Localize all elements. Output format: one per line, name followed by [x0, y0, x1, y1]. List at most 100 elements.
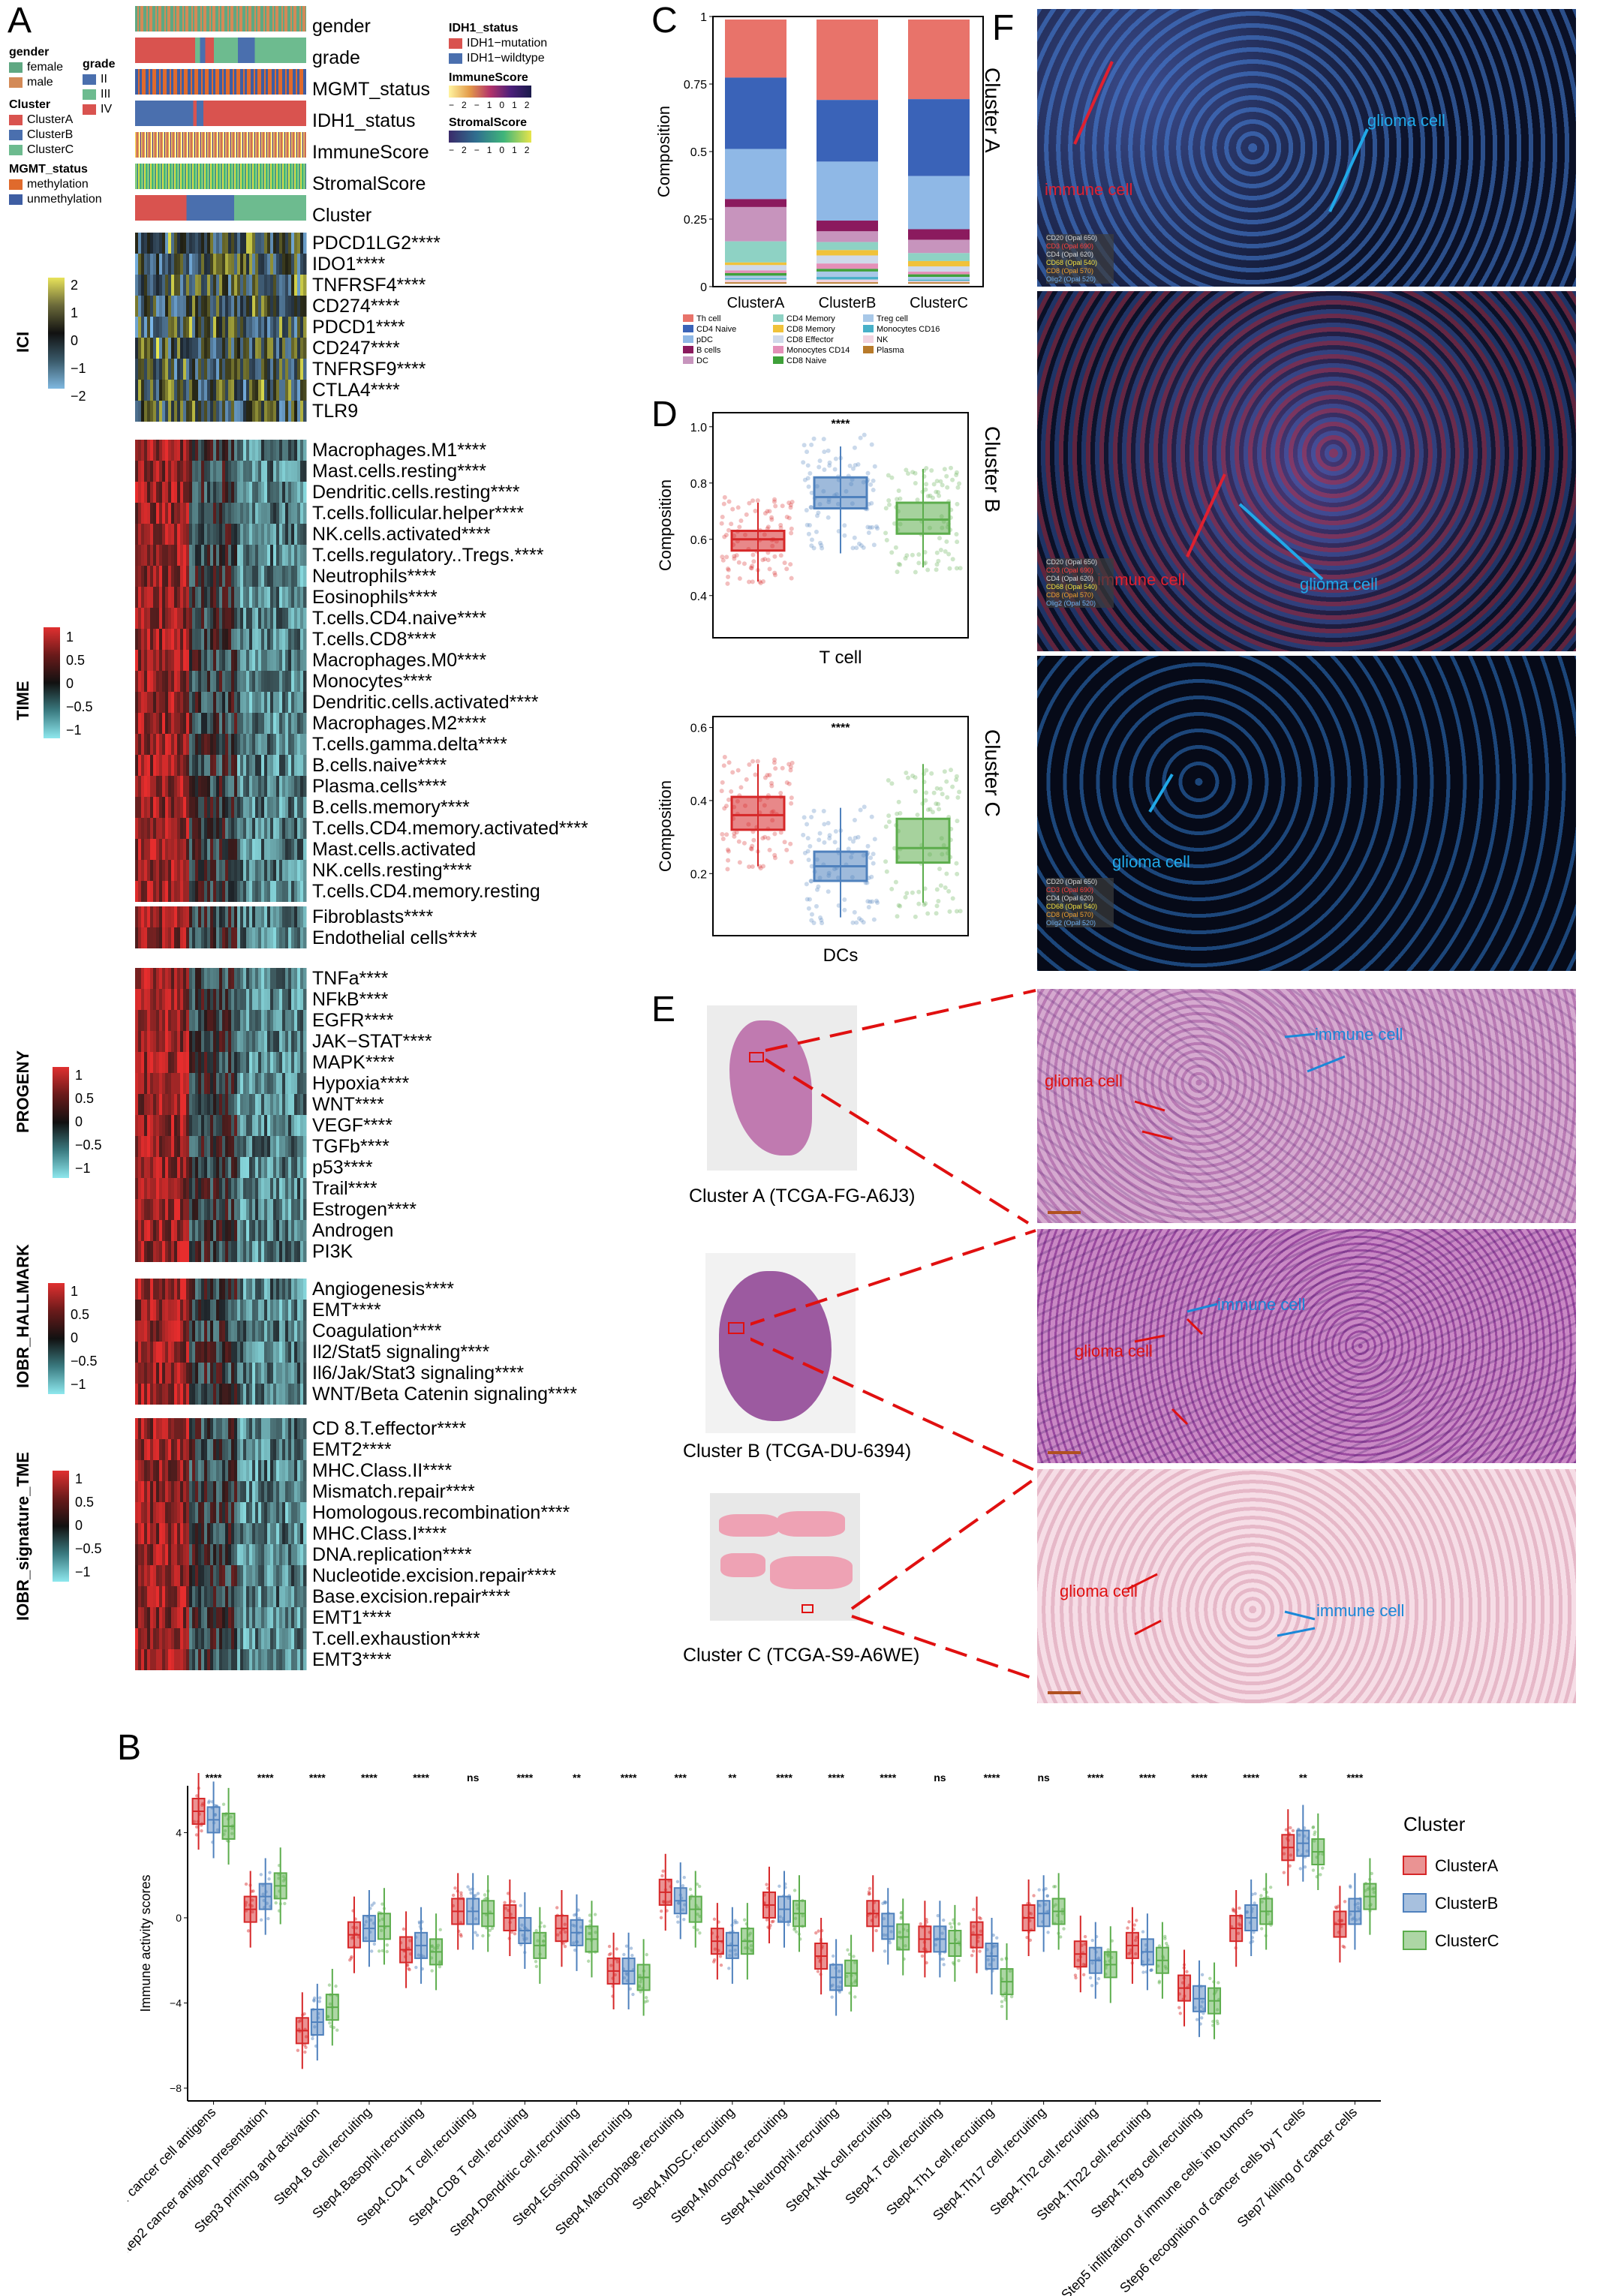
- heatmap-cell: [240, 650, 244, 671]
- heatmap-cell: [195, 734, 199, 755]
- heatmap-cell: [240, 1300, 244, 1321]
- heatmap-cell: [228, 1586, 232, 1607]
- heatmap-cell: [264, 1523, 268, 1544]
- heatmap-cell: [255, 860, 259, 881]
- heatmap-cell: [270, 254, 274, 275]
- x-tick-label: ClusterC: [910, 295, 968, 311]
- heatmap-cell: [144, 1439, 148, 1460]
- heatmap-cell: [171, 1523, 175, 1544]
- heatmap-cell: [297, 1439, 301, 1460]
- stacked-segment: [908, 229, 970, 240]
- heatmap-cell: [219, 1279, 223, 1300]
- heatmap-cell: [204, 401, 208, 422]
- heatmap-cell: [177, 1157, 181, 1178]
- heatmap-cell: [249, 1010, 253, 1031]
- heatmap-cell: [228, 566, 232, 587]
- heatmap-cell: [201, 1418, 205, 1439]
- heatmap-cell: [294, 818, 298, 839]
- heatmap-cell: [177, 797, 181, 818]
- heatmap-cell: [258, 1073, 262, 1094]
- heatmap-cell: [303, 461, 307, 482]
- heatmap-cell: [285, 296, 289, 317]
- heatmap-cell: [183, 1481, 187, 1502]
- heatmap-cell: [261, 545, 265, 566]
- jitter-point: [748, 565, 753, 570]
- colorbar-ici: [48, 278, 65, 389]
- heatmap-cell: [300, 608, 304, 629]
- heatmap-cell: [261, 1321, 265, 1342]
- heatmap-cell: [255, 1073, 259, 1094]
- heatmap-cell: [285, 629, 289, 650]
- heatmap-cell: [186, 1010, 190, 1031]
- stacked-segment: [817, 100, 878, 162]
- jitter-point: [955, 485, 961, 490]
- heatmap-cell: [231, 1607, 235, 1628]
- heatmap-cell: [300, 566, 304, 587]
- jitter-point: [724, 832, 729, 837]
- heatmap-cell: [213, 1220, 217, 1241]
- heatmap-row-label: Angiogenesis****: [312, 1279, 455, 1300]
- jitter-point: [744, 512, 749, 517]
- heatmap-cell: [264, 401, 268, 422]
- heatmap-cell: [165, 275, 169, 296]
- heatmap-cell: [204, 1439, 208, 1460]
- heatmap-cell: [180, 1565, 184, 1586]
- legend-grade-title: grade: [83, 58, 116, 71]
- heatmap-cell: [300, 401, 304, 422]
- heatmap-cell: [282, 1460, 286, 1481]
- heatmap-cell: [171, 734, 175, 755]
- heatmap-cell: [135, 1607, 139, 1628]
- if-a-opal-legend: CD20 (Opal 650) CD3 (Opal 690) CD4 (Opal 6…: [1046, 234, 1114, 284]
- heatmap-cell: [261, 1586, 265, 1607]
- jitter-point: [811, 921, 817, 926]
- heatmap-cell: [159, 1010, 163, 1031]
- heatmap-cell: [138, 1052, 142, 1073]
- heatmap-cell: [282, 1279, 286, 1300]
- heatmap-cell: [243, 1363, 247, 1384]
- heatmap-cell: [291, 608, 295, 629]
- heatmap-cell: [234, 1321, 238, 1342]
- jitter-point: [772, 497, 777, 502]
- heatmap-cell: [225, 482, 229, 503]
- heatmap-cell: [255, 524, 259, 545]
- heatmap-cell: [243, 1523, 247, 1544]
- heatmap-cell: [147, 1363, 151, 1384]
- heatmap-cell: [138, 608, 142, 629]
- heatmap-cell: [171, 338, 175, 359]
- heatmap-cell: [237, 401, 241, 422]
- heatmap-cell: [270, 734, 274, 755]
- heatmap-cell: [168, 839, 172, 860]
- heatmap-cell: [177, 1342, 181, 1363]
- heatmap-cell: [153, 776, 157, 797]
- heatmap-cell: [225, 545, 229, 566]
- heatmap-cell: [201, 440, 205, 461]
- colorbar-time: [44, 627, 60, 738]
- heatmap-cell: [252, 1220, 256, 1241]
- heatmap-cell: [285, 671, 289, 692]
- heatmap-cell: [297, 1460, 301, 1481]
- heatmap-cell: [195, 587, 199, 608]
- jitter-point: [735, 505, 741, 510]
- jitter-point: [772, 855, 777, 861]
- heatmap-cell: [156, 797, 160, 818]
- heatmap-cell: [297, 1649, 301, 1670]
- heatmap-cell: [297, 1418, 301, 1439]
- heatmap-cell: [300, 440, 304, 461]
- jitter-point: [889, 475, 895, 480]
- heatmap-cell: [171, 1607, 175, 1628]
- colorbar-hallmark-ticks: 1 0.5 0 −0.5 −1: [71, 1284, 98, 1392]
- arrow-if-a-blue: [1328, 128, 1369, 212]
- heatmap-cell: [165, 461, 169, 482]
- heatmap-cell: [141, 461, 145, 482]
- heatmap-cell: [246, 1363, 250, 1384]
- panel-label-a: A: [8, 1, 32, 41]
- heatmap-cell: [282, 1031, 286, 1052]
- heatmap-cell: [216, 338, 220, 359]
- jitter-point: [922, 771, 927, 777]
- heatmap-cell: [159, 1607, 163, 1628]
- heatmap-cell: [252, 608, 256, 629]
- if-image-c: glioma cell CD20 (Opal 650) CD3 (Opal 690…: [1037, 656, 1576, 971]
- heatmap-row-label: Mast.cells.resting****: [312, 461, 487, 482]
- heatmap-cell: [228, 797, 232, 818]
- heatmap-cell: [282, 776, 286, 797]
